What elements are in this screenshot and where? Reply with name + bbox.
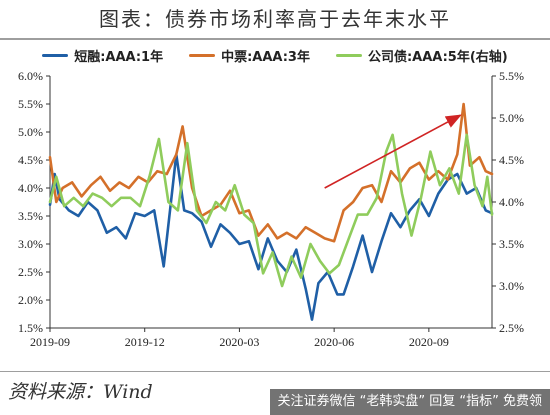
y-right-tick-label: 3.0% — [499, 279, 524, 293]
series-line-short-term — [48, 153, 494, 321]
footer-divider — [0, 371, 550, 372]
x-tick-label: 2019-12 — [125, 335, 165, 349]
y-left-tick-label: 5.5% — [18, 97, 43, 111]
watermark-banner: 关注证券微信 “老韩实盘” 回复 “指标” 免费领 — [269, 389, 550, 415]
legend-item-medium-term: 中票:AAA:3年 — [189, 44, 310, 66]
y-right-tick-label: 4.5% — [499, 153, 524, 167]
chart-title: 图表：债券市场利率高于去年末水平 — [99, 7, 451, 31]
chart-legend: 短融:AAA:1年 中票:AAA:3年 公司债:AAA:5年(右轴) — [0, 44, 550, 66]
x-tick-label: 2020-03 — [219, 335, 259, 349]
series-layer — [48, 102, 494, 321]
y-right-tick-label: 4.0% — [499, 195, 524, 209]
legend-swatch-medium-term — [189, 53, 216, 57]
x-tick-label: 2019-09 — [30, 335, 70, 349]
legend-label-short-term: 短融:AAA:1年 — [74, 49, 164, 65]
y-left-tick-label: 2.5% — [18, 265, 43, 279]
legend-swatch-corporate-bond — [335, 53, 362, 57]
legend-label-corporate-bond: 公司债:AAA:5年(右轴) — [367, 49, 508, 65]
legend-item-corporate-bond: 公司债:AAA:5年(右轴) — [335, 44, 508, 66]
y-left-tick-label: 4.5% — [18, 153, 43, 167]
data-source: 资料来源：Wind — [8, 381, 153, 403]
y-right-tick-label: 5.5% — [499, 69, 524, 83]
title-divider — [0, 38, 550, 40]
legend-swatch-short-term — [42, 53, 69, 57]
y-left-tick-label: 4.0% — [18, 181, 43, 195]
y-left-tick-label: 3.0% — [18, 237, 43, 251]
y-left-tick-label: 5.0% — [18, 125, 43, 139]
y-left-tick-label: 2.0% — [18, 293, 43, 307]
x-tick-label: 2020-06 — [314, 335, 354, 349]
annotation-layer — [324, 114, 462, 189]
y-right-tick-label: 5.0% — [499, 111, 524, 125]
line-chart: 1.5% 2.0% 2.5% 3.0% 3.5% 4.0% 4.5% 5.0% 5.5% 6.0%… — [18, 69, 524, 349]
y-right-tick-label: 3.5% — [499, 237, 524, 251]
trend-arrow — [324, 114, 462, 189]
y-left-tick-label: 1.5% — [18, 321, 43, 335]
y-left-tick-label: 6.0% — [18, 69, 43, 83]
y-right-tick-label: 2.5% — [499, 321, 524, 335]
y-left-tick-label: 3.5% — [18, 209, 43, 223]
x-tick-label: 2020-09 — [409, 335, 449, 349]
legend-item-short-term: 短融:AAA:1年 — [42, 44, 163, 66]
series-line-corporate-bond — [48, 133, 494, 288]
chart-axes: 1.5% 2.0% 2.5% 3.0% 3.5% 4.0% 4.5% 5.0% 5.5% 6.0%… — [18, 69, 524, 349]
series-line-medium-term — [48, 102, 494, 243]
legend-label-medium-term: 中票:AAA:3年 — [221, 49, 310, 65]
